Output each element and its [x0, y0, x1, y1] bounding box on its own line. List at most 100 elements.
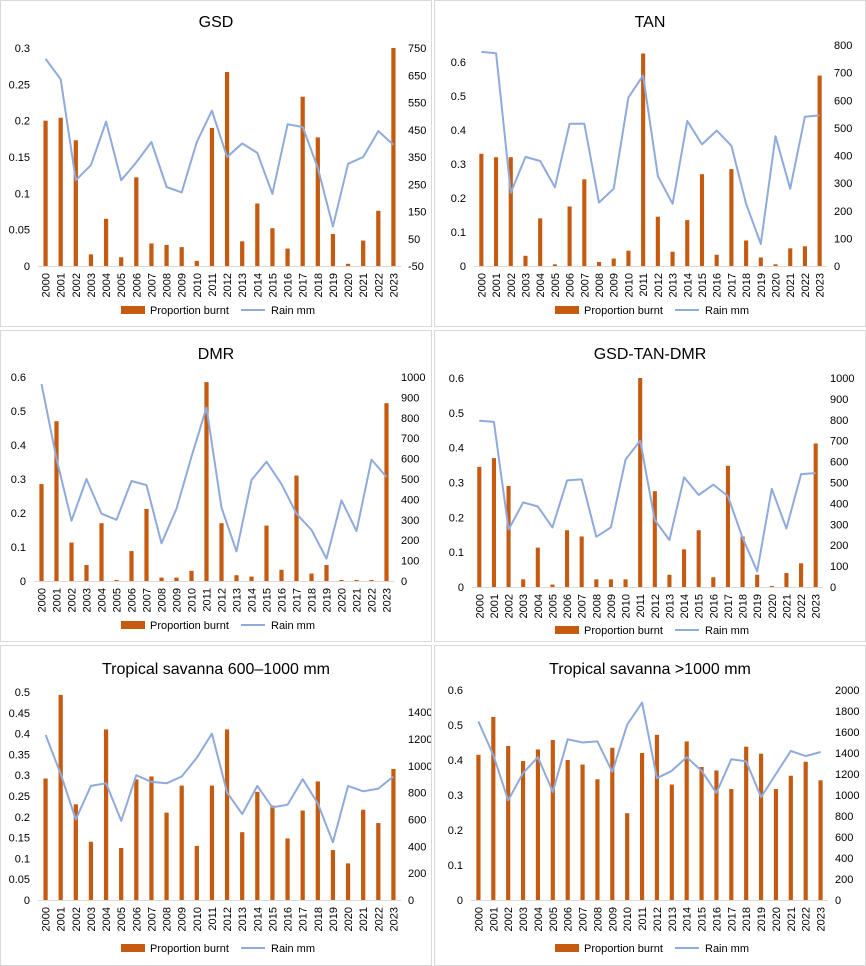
right-axis-tick-label: 800 — [830, 415, 848, 427]
right-axis-tick-label: 400 — [408, 841, 426, 853]
x-axis-tick-label: 2022 — [800, 273, 812, 297]
x-axis-tick-label: 2020 — [343, 273, 355, 297]
left-axis-tick-label: 0.35 — [9, 749, 30, 761]
x-axis-tick-label: 2018 — [313, 273, 325, 297]
left-axis-tick-label: 0.25 — [9, 791, 30, 803]
x-axis-tick-label: 2012 — [650, 594, 662, 618]
x-axis-tick-label: 2022 — [801, 907, 813, 931]
chart-dmr-svg: DMR 0 0.1 0.2 0.3 0.4 0.5 0.6 0 100 200 300 400 500 60… — [11, 346, 426, 632]
right-axis-tick-label: 1000 — [408, 761, 431, 773]
x-axis-tick-label: 2010 — [192, 273, 204, 297]
left-axis-tick-label: 0.2 — [451, 193, 466, 205]
x-axis-tick-label: 2015 — [694, 594, 706, 618]
chart-panel-gsd: GSD 0 0.05 0.1 0.15 0.2 0.25 0.3 -50 50 150 250 350 4… — [0, 0, 432, 327]
x-axis-tick-label: 2001 — [488, 907, 500, 931]
x-axis-tick-label: 2006 — [131, 907, 143, 931]
right-axis-tick-label: 500 — [830, 478, 848, 490]
x-axis-tick-label: 2018 — [741, 273, 753, 297]
bar-proportion-burnt — [179, 785, 184, 900]
bar-proportion-burnt — [134, 779, 139, 900]
bar-proportion-burnt — [740, 536, 745, 587]
legend-bar-swatch — [555, 944, 579, 952]
chart-savanna-over-1000-svg: Tropical savanna >1000 mm 0 0.1 0.2 0.3 0.4 0.… — [448, 661, 860, 955]
x-axis-tick-label: 2004 — [533, 907, 545, 931]
bar-proportion-burnt — [114, 579, 119, 581]
x-axis-tick-label: 2021 — [352, 588, 364, 612]
x-axis-tick-label: 2017 — [292, 588, 304, 612]
bar-proportion-burnt — [339, 579, 344, 581]
x-axis-tick-label: 2001 — [56, 907, 68, 931]
right-axis-tick-label: 800 — [401, 413, 419, 425]
bar-proportion-burnt — [699, 767, 704, 900]
x-axis-tick-label: 2019 — [752, 594, 764, 618]
bar-proportion-burnt — [354, 579, 359, 581]
bar-proportion-burnt — [119, 257, 124, 266]
right-axis-tick-label: 700 — [830, 436, 848, 448]
bar-proportion-burnt — [652, 491, 657, 587]
x-axis-tick-label: 2000 — [474, 594, 486, 618]
bar-proportion-burnt — [667, 574, 672, 587]
x-axis-tick-label: 2023 — [815, 273, 827, 297]
chart-panel-savanna-over-1000: Tropical savanna >1000 mm 0 0.1 0.2 0.3 0.4 0.… — [434, 645, 866, 966]
x-axis-tick-label: 2018 — [741, 907, 753, 931]
right-axis-tick-label: 200 — [408, 868, 426, 880]
x-axis-tick-label: 2011 — [202, 588, 214, 612]
bar-proportion-burnt — [520, 761, 526, 900]
chart-gsd-svg: GSD 0 0.05 0.1 0.15 0.2 0.25 0.3 -50 50 150 250 350 4… — [9, 14, 427, 317]
line-rain-mm — [44, 58, 395, 228]
bar-proportion-burnt — [194, 260, 199, 266]
left-axis-tick-label: 0.5 — [451, 91, 466, 103]
x-axis-tick-label: 2020 — [337, 588, 349, 612]
left-axis-tick-label: 0.4 — [15, 729, 30, 741]
left-axis-tick-label: 0 — [458, 582, 464, 594]
bar-proportion-burnt — [670, 251, 675, 266]
bar-proportion-burnt — [84, 565, 89, 581]
right-axis-tick-label: 900 — [401, 392, 419, 404]
x-axis-tick-label: 2009 — [177, 907, 189, 931]
x-axis-tick-label: 2022 — [373, 273, 385, 297]
x-axis-tick-label: 2016 — [712, 273, 724, 297]
bar-proportion-burnt — [711, 577, 716, 587]
left-axis-tick-label: 0.45 — [9, 708, 30, 720]
x-axis-tick-label: 2008 — [592, 907, 604, 931]
x-axis-tick-label: 2018 — [307, 588, 319, 612]
right-axis-tick-label: 800 — [408, 788, 426, 800]
left-axis-tick-label: 0 — [20, 576, 26, 588]
x-axis-tick-label: 2005 — [112, 588, 124, 612]
bar-proportion-burnt — [369, 579, 374, 581]
x-axis-tick-label: 2020 — [771, 907, 783, 931]
x-axis-tick-label: 2016 — [711, 907, 723, 931]
x-axis-tick-label: 2001 — [56, 273, 68, 297]
x-axis-tick-label: 2005 — [548, 907, 560, 931]
x-axis-tick-label: 2005 — [550, 273, 562, 297]
x-axis-tick-label: 2001 — [491, 273, 503, 297]
bar-proportion-burnt — [535, 547, 540, 587]
right-axis-tick-label: 1600 — [835, 727, 859, 739]
left-axis-tick-label: 0.1 — [449, 547, 464, 559]
x-axis-tick-label: 2021 — [785, 273, 797, 297]
x-axis-tick-label: 2008 — [591, 594, 603, 618]
right-axis-tick-label: 300 — [830, 519, 848, 531]
x-axis-tick-label: 2004 — [533, 594, 545, 618]
bar-proportion-burnt — [773, 789, 779, 900]
bar-proportion-burnt — [103, 218, 109, 266]
bar-proportion-burnt — [285, 838, 290, 900]
left-axis-tick-label: 0.3 — [449, 478, 464, 490]
bar-proportion-burnt — [506, 746, 511, 900]
legend-rain-mm: Rain mm — [271, 305, 315, 317]
right-axis-tick-label: 100 — [830, 561, 848, 573]
line-rain-mm — [479, 419, 816, 573]
right-axis-tick-label: 900 — [830, 394, 848, 406]
left-axis-tick-label: 0.1 — [15, 853, 30, 865]
right-axis-tick-label: 800 — [834, 40, 852, 52]
left-axis-tick-label: 0 — [24, 261, 30, 273]
bar-proportion-burnt — [309, 573, 314, 581]
x-axis-tick-label: 2015 — [267, 273, 279, 297]
bar-proportion-burnt — [565, 760, 570, 900]
bar-proportion-burnt — [699, 174, 705, 266]
left-axis-tick-label: 0 — [24, 895, 30, 907]
chart-panel-gsd-tan-dmr: GSD-TAN-DMR 0 0.1 0.2 0.3 0.4 0.5 0.6 0 100 200 300… — [434, 330, 866, 642]
x-axis-tick-label: 2006 — [127, 588, 139, 612]
bar-proportion-burnt — [491, 458, 496, 587]
left-axis-tick-label: 0.5 — [449, 408, 464, 420]
